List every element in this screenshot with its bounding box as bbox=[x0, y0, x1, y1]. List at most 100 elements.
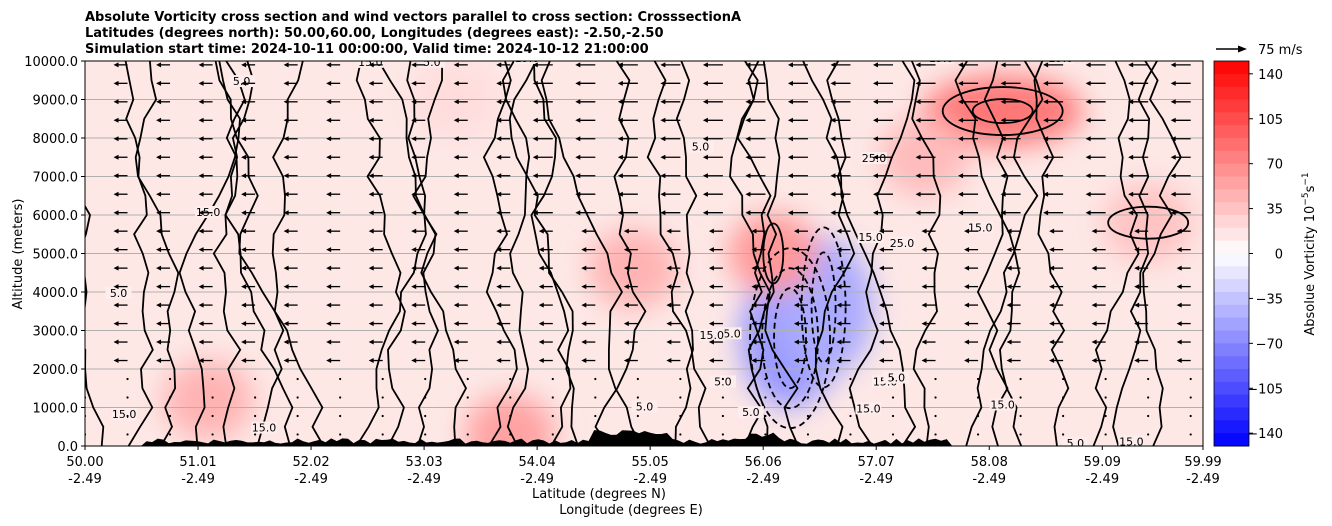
wind-vector-head bbox=[666, 284, 672, 290]
wind-vector-head bbox=[575, 62, 581, 68]
wind-vector-head bbox=[1128, 210, 1134, 216]
x-tick-label-lon: -2.49 bbox=[633, 472, 667, 487]
wind-vector-head bbox=[1176, 302, 1182, 308]
wind-vector-head bbox=[702, 136, 708, 142]
colorbar-band bbox=[1214, 369, 1249, 383]
wind-vector-head bbox=[368, 117, 374, 123]
wind-vector bbox=[211, 396, 214, 399]
contour-label-bg bbox=[195, 206, 222, 218]
colorbar-band bbox=[1214, 240, 1249, 254]
wind-vector-head bbox=[581, 339, 587, 345]
wind-vector bbox=[466, 377, 469, 381]
wind-vector-head bbox=[964, 247, 970, 253]
wind-vector-head bbox=[326, 191, 332, 197]
wind-vector-head bbox=[1000, 191, 1006, 197]
wind-vector-head bbox=[921, 358, 927, 364]
wind-vector-head bbox=[453, 80, 459, 86]
wind-vector bbox=[381, 377, 384, 381]
wind-vector bbox=[296, 414, 299, 418]
wind-vector bbox=[679, 377, 682, 381]
wind-vector-head bbox=[156, 80, 162, 86]
wind-vector bbox=[1062, 377, 1065, 381]
wind-vector bbox=[424, 433, 427, 436]
wind-vector-head bbox=[751, 339, 757, 345]
colorbar-tick-label: −70 bbox=[1256, 337, 1283, 352]
wind-vector-head bbox=[873, 154, 879, 160]
wind-vector-head bbox=[751, 358, 757, 364]
wind-vector-head bbox=[581, 247, 587, 253]
contour-line bbox=[594, 61, 647, 446]
wind-vector-head bbox=[1000, 117, 1006, 123]
wind-vector-head bbox=[1000, 62, 1006, 68]
wind-vector-head bbox=[496, 99, 502, 105]
wind-vector-head bbox=[617, 99, 623, 105]
wind-vector-head bbox=[915, 173, 921, 179]
wind-vector-head bbox=[496, 247, 502, 253]
wind-vector-head bbox=[964, 228, 970, 234]
colorbar-band bbox=[1214, 394, 1249, 408]
wind-vector-head bbox=[411, 136, 417, 142]
wind-vector-head bbox=[241, 228, 247, 234]
wind-vector-head bbox=[1134, 302, 1140, 308]
negative-contour bbox=[749, 247, 831, 430]
wind-vector-head bbox=[787, 62, 793, 68]
contour-label: 15.0 bbox=[858, 231, 883, 244]
contour-label: 5.0 bbox=[742, 406, 760, 419]
y-tick-label: 3000.0 bbox=[33, 325, 79, 340]
contour-line bbox=[744, 61, 781, 446]
wind-vector-head bbox=[617, 154, 623, 160]
wind-vector-head bbox=[368, 80, 374, 86]
wind-vector-head bbox=[1043, 136, 1049, 142]
wind-vector-head bbox=[113, 191, 119, 197]
wind-vector-head bbox=[1085, 99, 1091, 105]
wind-vector-head bbox=[283, 321, 289, 327]
wind-vector-head bbox=[532, 136, 538, 142]
x-tick-label-lat: 53.03 bbox=[405, 455, 442, 470]
wind-vector-head bbox=[453, 210, 459, 216]
wind-vector bbox=[381, 396, 384, 399]
wind-vector-head bbox=[283, 191, 289, 197]
wind-vector-head bbox=[915, 80, 921, 86]
wind-vector-head bbox=[113, 173, 119, 179]
wind-vector bbox=[1189, 377, 1192, 381]
wind-vector bbox=[211, 433, 214, 436]
contour-label: 5.0 bbox=[1067, 437, 1085, 450]
wind-vector-head bbox=[751, 302, 757, 308]
wind-vector-head bbox=[1049, 228, 1055, 234]
y-tick-label: 9000.0 bbox=[33, 94, 79, 109]
wind-vector-head bbox=[326, 80, 332, 86]
wind-vector bbox=[339, 433, 342, 436]
wind-vector-head bbox=[1128, 80, 1134, 86]
wind-vector-head bbox=[958, 173, 964, 179]
wind-vector-head bbox=[71, 192, 76, 197]
wind-vector-head bbox=[575, 154, 581, 160]
wind-vector bbox=[168, 396, 172, 399]
colorbar-band bbox=[1214, 138, 1249, 152]
wind-vector-head bbox=[873, 173, 879, 179]
wind-vector-head bbox=[1134, 228, 1140, 234]
wind-vector bbox=[636, 414, 639, 418]
wind-vector bbox=[594, 377, 597, 381]
wind-vector-head bbox=[915, 99, 921, 105]
chart-title-line-2: Latitudes (degrees north): 50.00,60.00, … bbox=[85, 26, 664, 41]
wind-vector bbox=[466, 396, 469, 399]
wind-vector-head bbox=[156, 117, 162, 123]
wind-vector-head bbox=[793, 358, 799, 364]
wind-vector-head bbox=[113, 321, 119, 327]
contour-label-bg bbox=[1047, 61, 1074, 64]
wind-vector-head bbox=[708, 358, 714, 364]
x-tick-label-lon: -2.49 bbox=[1085, 472, 1119, 487]
colorbar-band bbox=[1214, 215, 1249, 229]
wind-vector-head bbox=[1128, 173, 1134, 179]
wind-vector bbox=[976, 377, 980, 381]
wind-vector-head bbox=[326, 136, 332, 142]
colorbar-tick-label: 105 bbox=[1258, 113, 1283, 128]
wind-vector-head bbox=[368, 247, 374, 253]
wind-vector-head bbox=[241, 358, 247, 364]
wind-vector-head bbox=[575, 99, 581, 105]
contour-line bbox=[271, 61, 325, 446]
wind-vector-head bbox=[368, 302, 374, 308]
y-tick-label: 4000.0 bbox=[33, 286, 79, 301]
wind-vector-head bbox=[453, 99, 459, 105]
wind-vector-head bbox=[666, 302, 672, 308]
